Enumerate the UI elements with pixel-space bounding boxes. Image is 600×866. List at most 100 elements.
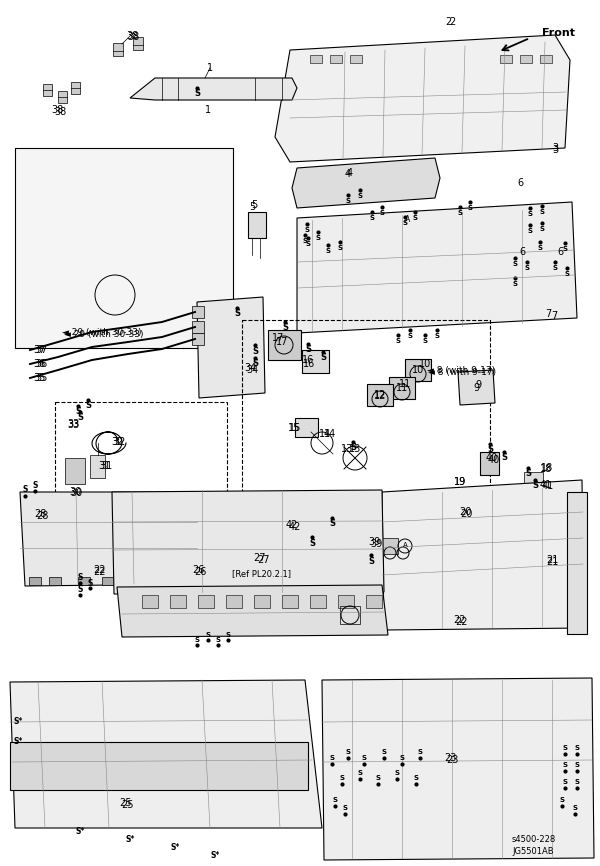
Text: S: S <box>382 749 386 755</box>
Text: 6: 6 <box>519 247 525 257</box>
Bar <box>282 595 298 608</box>
Text: 38: 38 <box>54 107 66 117</box>
Text: S*: S* <box>13 718 22 727</box>
Bar <box>520 55 532 63</box>
Bar <box>113 43 123 56</box>
Bar <box>55 402 227 514</box>
Bar <box>389 377 415 399</box>
Text: S: S <box>309 539 315 547</box>
Text: 17: 17 <box>276 337 288 347</box>
Bar <box>90 455 105 478</box>
Polygon shape <box>382 480 584 630</box>
Text: 28: 28 <box>34 509 46 519</box>
Text: 39: 39 <box>370 539 382 549</box>
Text: 25: 25 <box>122 800 134 810</box>
Text: 22: 22 <box>94 565 106 575</box>
Text: 22: 22 <box>94 567 106 577</box>
Text: 14: 14 <box>324 429 336 439</box>
Polygon shape <box>10 680 322 828</box>
Text: 3: 3 <box>552 143 558 153</box>
Text: S: S <box>22 486 28 494</box>
Text: 40: 40 <box>488 455 500 465</box>
Text: S*: S* <box>13 738 22 746</box>
Text: S: S <box>572 805 577 811</box>
Text: 33: 33 <box>67 419 79 429</box>
Text: 5: 5 <box>249 202 255 212</box>
Text: 37: 37 <box>35 345 47 355</box>
Text: 1: 1 <box>207 63 213 73</box>
Text: 11: 11 <box>399 379 411 389</box>
Text: S: S <box>532 481 538 490</box>
Bar <box>146 577 158 585</box>
Text: 28: 28 <box>36 511 48 521</box>
Bar <box>382 538 398 554</box>
Text: S: S <box>380 210 385 216</box>
Text: S: S <box>458 210 463 216</box>
Bar <box>102 577 114 585</box>
Bar <box>268 330 301 360</box>
Bar <box>71 82 80 94</box>
Text: 22: 22 <box>456 617 468 627</box>
Polygon shape <box>297 202 577 333</box>
Text: 13: 13 <box>341 444 353 454</box>
Text: S: S <box>358 193 362 199</box>
Bar <box>310 595 326 608</box>
Text: S: S <box>395 770 400 776</box>
Text: 6: 6 <box>557 247 563 257</box>
Bar <box>192 306 204 318</box>
Text: 37: 37 <box>33 345 46 355</box>
Text: S: S <box>337 245 343 251</box>
Text: 9: 9 <box>475 380 481 390</box>
Bar <box>295 418 318 437</box>
Text: 7: 7 <box>545 309 551 319</box>
Bar <box>366 595 382 608</box>
Text: 2: 2 <box>445 17 451 27</box>
Text: S: S <box>407 333 413 339</box>
Bar <box>367 384 393 406</box>
Text: S: S <box>563 745 568 751</box>
Text: 30: 30 <box>70 488 82 498</box>
Text: S: S <box>501 454 507 462</box>
Text: A: A <box>406 216 410 224</box>
Text: 5: 5 <box>251 200 257 210</box>
Text: S: S <box>361 755 367 761</box>
Text: 16: 16 <box>302 355 314 365</box>
Text: 1: 1 <box>205 105 211 115</box>
Text: 33: 33 <box>67 420 79 430</box>
Text: S: S <box>370 215 374 221</box>
Text: S: S <box>75 408 81 417</box>
Text: S: S <box>340 775 344 781</box>
Text: S: S <box>343 805 347 811</box>
Text: 32: 32 <box>112 437 124 447</box>
Bar <box>15 148 233 348</box>
Bar <box>170 595 186 608</box>
Text: 12: 12 <box>374 390 386 400</box>
Text: 25: 25 <box>119 798 131 808</box>
Text: S: S <box>524 265 530 271</box>
Text: ◄ 29 (with 30-33): ◄ 29 (with 30-33) <box>64 331 143 339</box>
Text: S: S <box>282 324 288 333</box>
Text: 6: 6 <box>517 178 523 188</box>
Text: 2: 2 <box>449 17 455 27</box>
Text: 38: 38 <box>126 31 138 41</box>
Text: S: S <box>32 481 38 489</box>
Text: S: S <box>487 445 493 455</box>
Bar <box>192 321 204 333</box>
Text: S: S <box>215 637 221 643</box>
Text: S: S <box>346 749 350 755</box>
Text: 32: 32 <box>114 437 126 447</box>
Text: S: S <box>194 89 200 99</box>
Text: S: S <box>395 338 401 344</box>
Text: 35: 35 <box>33 373 46 383</box>
Text: S: S <box>539 209 545 215</box>
Text: 10: 10 <box>412 365 424 375</box>
Bar <box>133 37 143 50</box>
Text: 42: 42 <box>289 522 301 532</box>
Text: ◄ 8 (with 9-17): ◄ 8 (with 9-17) <box>428 367 496 377</box>
Text: S: S <box>418 749 422 755</box>
Text: S: S <box>413 775 419 781</box>
Text: 23: 23 <box>444 753 456 763</box>
Bar <box>198 595 214 608</box>
Text: S: S <box>563 246 568 252</box>
Text: ◄ 29 (with 30-33): ◄ 29 (with 30-33) <box>62 328 142 338</box>
